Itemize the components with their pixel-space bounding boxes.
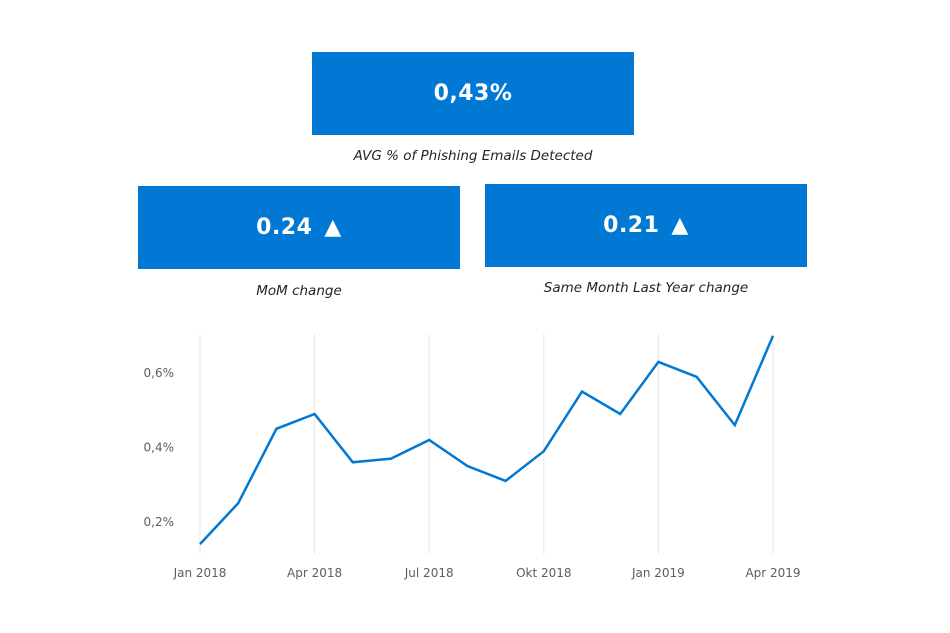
chart-gridlines (199, 334, 774, 554)
mom-change-caption: MoM change (256, 283, 342, 299)
x-tick-label: Jan 2019 (631, 566, 685, 580)
series-line-layer (199, 335, 775, 545)
yoy-change-value: 0.21 (603, 213, 660, 238)
avg-phishing-kpi-value: 0,43% (433, 81, 513, 106)
avg-phishing-kpi-caption: AVG % of Phishing Emails Detected (353, 148, 593, 164)
yoy-change-caption: Same Month Last Year change (543, 280, 749, 296)
up-arrow-icon: ▲ (324, 214, 342, 240)
mom-change-value: 0.24 (256, 215, 313, 240)
x-tick-label: Jan 2018 (173, 566, 227, 580)
mom-change-kpi-card: 0.24 ▲ (138, 186, 460, 269)
series-line (199, 335, 775, 545)
x-tick-label: Jul 2018 (404, 566, 454, 580)
up-arrow-icon: ▲ (671, 212, 689, 238)
x-tick-label: Apr 2019 (745, 566, 800, 580)
y-tick-label: 0,6% (144, 366, 175, 380)
y-axis-tick-labels: 0,2% 0,4% 0,6% (144, 366, 175, 529)
x-tick-label: Okt 2018 (516, 566, 571, 580)
y-tick-label: 0,2% (144, 515, 175, 529)
x-axis-tick-labels: Jan 2018 Apr 2018 Jul 2018 Okt 2018 Jan 2019… (173, 566, 801, 580)
avg-phishing-kpi-card: 0,43% (312, 52, 634, 135)
y-tick-label: 0,4% (144, 440, 175, 454)
x-tick-label: Apr 2018 (287, 566, 342, 580)
yoy-change-kpi-card: 0.21 ▲ (485, 184, 807, 267)
